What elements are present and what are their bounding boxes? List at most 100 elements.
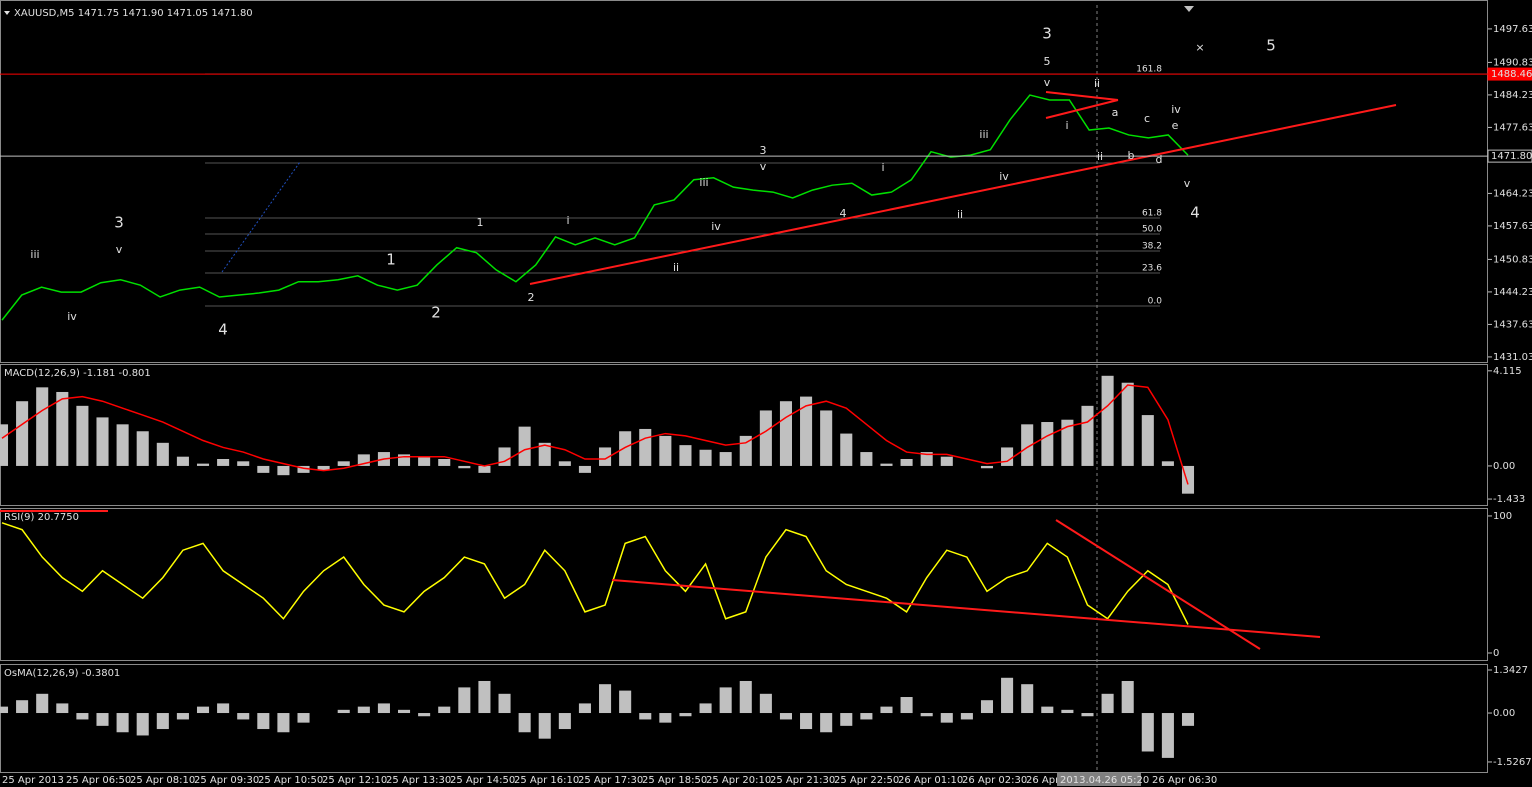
time-label: 25 Apr 13:30 [386, 775, 451, 786]
histogram-bar [398, 454, 411, 466]
histogram-bar [257, 465, 270, 473]
histogram-bar [1121, 382, 1134, 466]
wave-label: 3 [1042, 25, 1052, 43]
histogram-bar [438, 459, 451, 466]
cursor-label: 2013.04.26 05:20 [1060, 775, 1149, 786]
histogram-bar [297, 465, 310, 473]
histogram-bar [599, 684, 612, 714]
trendline [1045, 91, 1119, 101]
time-label: 25 Apr 14:50 [450, 775, 515, 786]
wave-label: 2 [431, 304, 441, 322]
y-tick-label: 1444.23 [1493, 287, 1532, 298]
y-tick-label: 1497.63 [1493, 24, 1532, 35]
y-tick-label: 1477.63 [1493, 122, 1532, 133]
histogram-bar [1041, 422, 1054, 466]
histogram-bar [297, 713, 310, 723]
histogram-bar [217, 459, 230, 466]
histogram-bar [518, 426, 531, 466]
fibo-lines [205, 73, 1488, 307]
time-label: 25 Apr 18:50 [642, 775, 707, 786]
wave-label: v [760, 160, 767, 173]
histogram-bar [619, 431, 632, 466]
histogram-bar [478, 465, 491, 473]
histogram-bar [699, 449, 712, 466]
histogram-bar [940, 713, 953, 723]
histogram-bar [1081, 405, 1094, 466]
wave-label: b [1128, 149, 1135, 162]
histogram-bar [36, 387, 49, 466]
wave-label: ii [957, 208, 963, 221]
histogram-bar [196, 706, 210, 714]
histogram-bar [1041, 706, 1054, 714]
histogram-bar [257, 713, 270, 730]
histogram-bar [880, 706, 893, 714]
wave-label: e [1172, 119, 1179, 132]
y-tick-label: -1.433 [1493, 494, 1525, 505]
wave-label: iii [699, 176, 708, 189]
wave-label: iv [999, 170, 1009, 183]
histogram-bar [337, 709, 350, 714]
indicator-label: MACD(12,26,9) -1.181 -0.801 [4, 368, 151, 379]
histogram-bar [16, 700, 29, 714]
histogram-bar [136, 431, 149, 466]
histogram-bar [76, 713, 89, 720]
trendline [1045, 99, 1119, 119]
fibo-label: 61.8 [1142, 209, 1162, 219]
indicator-label: OsMA(12,26,9) -0.3801 [4, 668, 120, 679]
histogram-bar [1081, 713, 1094, 717]
wave-label: 5 [1044, 55, 1051, 68]
wave-label: 4 [1190, 204, 1200, 222]
histogram-bar [558, 713, 571, 730]
histogram-bar [759, 410, 772, 466]
wave-label: c [1144, 112, 1150, 125]
histogram-bar [719, 452, 732, 466]
histogram-bar [960, 713, 973, 720]
time-label: 25 Apr 09:30 [194, 775, 259, 786]
wave-label: 1 [477, 216, 484, 229]
time-label: 26 Apr 01:10 [898, 775, 963, 786]
fibo-label: 38.2 [1142, 242, 1162, 252]
histogram-bar [599, 447, 612, 466]
frame [0, 664, 1488, 773]
histogram-bar [398, 709, 411, 714]
histogram-bar [478, 680, 491, 714]
fibo-label: 0.0 [1148, 297, 1163, 307]
y-tick-label: 0 [1493, 648, 1499, 659]
histogram-bar [136, 713, 149, 736]
indicator-label: RSI(9) 20.7750 [4, 512, 79, 523]
series-line [1, 94, 1189, 321]
histogram-bar [578, 465, 591, 473]
frame [0, 364, 1488, 506]
wave-label: iv [67, 310, 77, 323]
histogram-bar [578, 703, 591, 714]
histogram-bar [1061, 709, 1074, 714]
histogram-bar [96, 713, 109, 726]
wave-label: iii [30, 248, 39, 261]
time-label: 25 Apr 06:50 [66, 775, 131, 786]
time-label: 25 Apr 2013 [2, 775, 64, 786]
histogram-bar [779, 713, 792, 720]
histogram-bar [1001, 677, 1014, 714]
wave-label: iii [979, 128, 988, 141]
histogram-bar [1101, 693, 1114, 714]
histogram-bar [800, 713, 813, 730]
histogram-bar [277, 465, 290, 476]
series-line [1, 384, 1189, 485]
histogram-bar [176, 713, 189, 720]
frame [0, 508, 1488, 661]
histogram-bar [1061, 419, 1074, 466]
wave-label: ii [673, 261, 679, 274]
histogram-bar [56, 703, 69, 714]
histogram-bar [639, 428, 652, 466]
trendline [1055, 519, 1261, 650]
histogram-bar [1161, 461, 1174, 466]
histogram-bar [156, 442, 169, 466]
histogram-bar [779, 401, 792, 466]
histogram-bar [820, 713, 833, 733]
histogram-bar [337, 461, 350, 466]
y-tick-label: 0.00 [1493, 708, 1515, 719]
histogram-bar [1121, 680, 1134, 714]
histogram-bar [860, 452, 873, 466]
time-label: 25 Apr 22:50 [834, 775, 899, 786]
histogram-bar [0, 706, 9, 714]
